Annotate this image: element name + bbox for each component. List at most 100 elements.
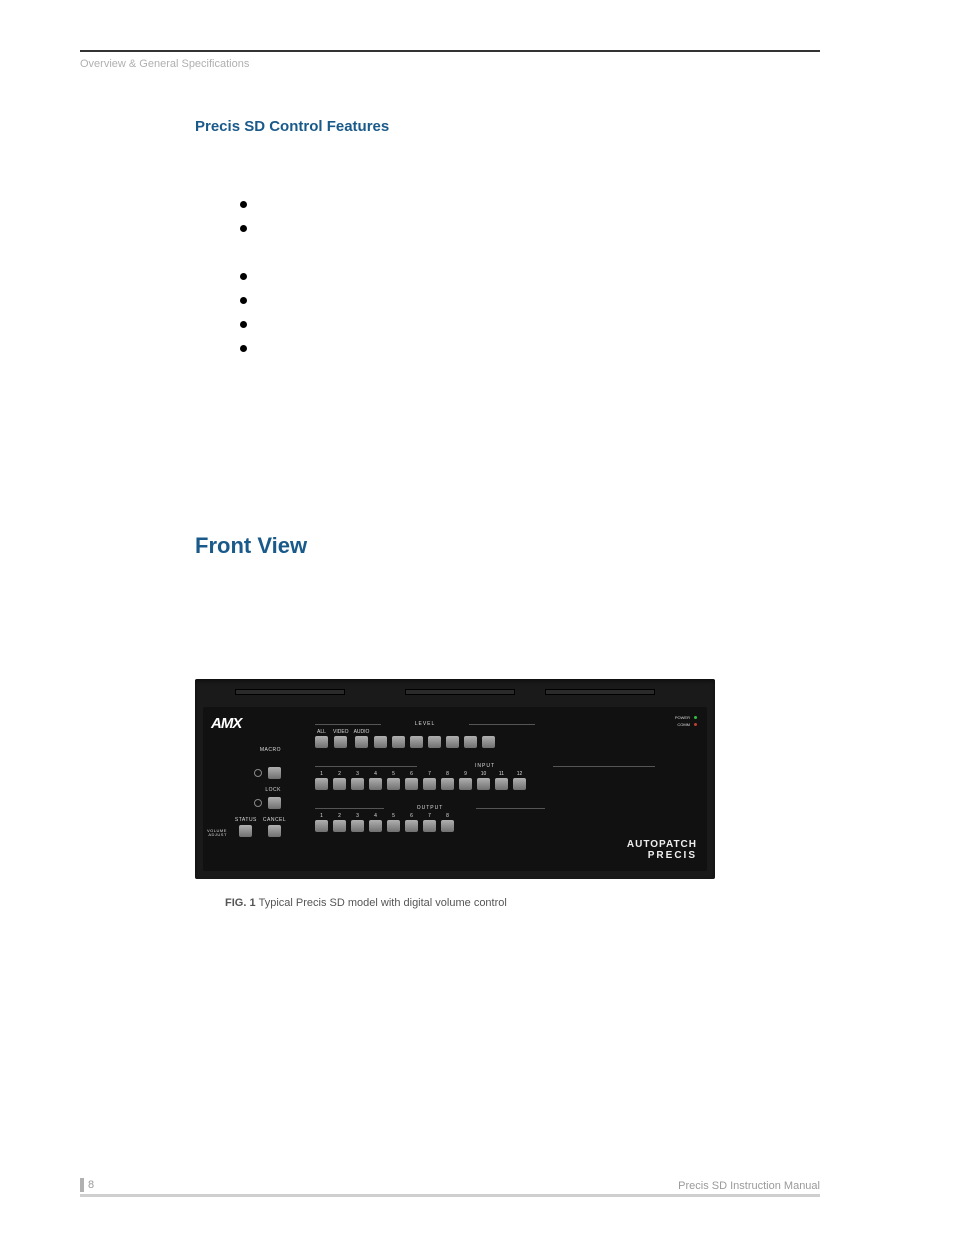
input-cell: 9 <box>459 771 472 790</box>
level-button[interactable] <box>446 736 459 748</box>
output-button[interactable] <box>315 820 328 832</box>
output-button[interactable] <box>405 820 418 832</box>
bullet-item <box>240 291 820 315</box>
output-button[interactable] <box>369 820 382 832</box>
level-cell <box>374 729 387 748</box>
level-cell: VIDEO <box>333 729 349 748</box>
level-button[interactable] <box>410 736 423 748</box>
output-button[interactable] <box>441 820 454 832</box>
level-group: LEVEL ALLVIDEOAUDIO <box>315 721 535 748</box>
cancel-button[interactable] <box>268 825 281 837</box>
level-button[interactable] <box>374 736 387 748</box>
input-button[interactable] <box>477 778 490 790</box>
output-cell: 8 <box>441 813 454 832</box>
input-title: INPUT <box>315 763 655 769</box>
input-button[interactable] <box>369 778 382 790</box>
level-label: ALL <box>317 729 326 735</box>
input-label: 12 <box>517 771 523 777</box>
device-front-view: AMX MACRO LOCK <box>195 679 715 879</box>
input-cell: 11 <box>495 771 508 790</box>
input-button[interactable] <box>441 778 454 790</box>
macro-button[interactable] <box>268 767 281 779</box>
input-label: 1 <box>320 771 323 777</box>
vent-slot <box>545 689 655 695</box>
input-cell: 7 <box>423 771 436 790</box>
main-heading: Front View <box>195 533 820 559</box>
input-button[interactable] <box>513 778 526 790</box>
output-button[interactable] <box>333 820 346 832</box>
volume-adjust-label: VOLUMEADJUST <box>207 829 227 837</box>
level-button[interactable] <box>464 736 477 748</box>
input-button[interactable] <box>495 778 508 790</box>
input-cell: 3 <box>351 771 364 790</box>
level-button[interactable] <box>355 736 368 748</box>
input-label: 7 <box>428 771 431 777</box>
input-label: 9 <box>464 771 467 777</box>
output-button[interactable] <box>387 820 400 832</box>
level-button[interactable] <box>428 736 441 748</box>
bullet-item <box>240 267 820 291</box>
input-cell: 10 <box>477 771 490 790</box>
input-button[interactable] <box>459 778 472 790</box>
input-label: 11 <box>499 771 504 777</box>
level-button[interactable] <box>315 736 328 748</box>
input-button[interactable] <box>423 778 436 790</box>
input-cell: 5 <box>387 771 400 790</box>
input-cell: 2 <box>333 771 346 790</box>
header-breadcrumb: Overview & General Specifications <box>80 58 820 70</box>
output-cell: 5 <box>387 813 400 832</box>
comm-label: COMM <box>677 722 690 727</box>
ring-icon <box>254 799 262 807</box>
output-label: 3 <box>356 813 359 819</box>
input-button[interactable] <box>351 778 364 790</box>
level-button[interactable] <box>392 736 405 748</box>
bullet-item <box>240 315 820 339</box>
input-button[interactable] <box>387 778 400 790</box>
output-button[interactable] <box>351 820 364 832</box>
power-led <box>694 716 697 719</box>
bullet-item <box>240 339 820 363</box>
input-cell: 4 <box>369 771 382 790</box>
ring-icon <box>254 769 262 777</box>
output-label: 7 <box>428 813 431 819</box>
input-label: 10 <box>481 771 487 777</box>
output-label: 5 <box>392 813 395 819</box>
level-cell <box>428 729 441 748</box>
output-label: 8 <box>446 813 449 819</box>
brand-autopatch: AUTOPATCH <box>627 839 697 850</box>
macro-label: MACRO <box>260 747 281 753</box>
level-cell: ALL <box>315 729 328 748</box>
header-rule <box>80 50 820 52</box>
input-label: 2 <box>338 771 341 777</box>
level-cell <box>446 729 459 748</box>
output-button[interactable] <box>423 820 436 832</box>
output-cell: 7 <box>423 813 436 832</box>
lock-label: LOCK <box>265 787 281 793</box>
input-label: 5 <box>392 771 395 777</box>
level-button[interactable] <box>482 736 495 748</box>
power-label: POWER <box>675 715 690 720</box>
brand-precis: PRECIS <box>627 850 697 861</box>
input-cell: 1 <box>315 771 328 790</box>
output-cell: 4 <box>369 813 382 832</box>
level-cell <box>482 729 495 748</box>
vent-slot <box>405 689 515 695</box>
input-label: 3 <box>356 771 359 777</box>
input-label: 4 <box>374 771 377 777</box>
page-marker-bar <box>80 1178 84 1192</box>
level-button[interactable] <box>334 736 347 748</box>
input-label: 6 <box>410 771 413 777</box>
input-cell: 8 <box>441 771 454 790</box>
input-group: INPUT 123456789101112 <box>315 763 655 790</box>
input-button[interactable] <box>333 778 346 790</box>
level-cell <box>410 729 423 748</box>
page-footer: 8 Precis SD Instruction Manual <box>80 1178 820 1197</box>
page-number: 8 <box>88 1179 94 1191</box>
input-button[interactable] <box>405 778 418 790</box>
output-label: 6 <box>410 813 413 819</box>
input-button[interactable] <box>315 778 328 790</box>
comm-led <box>694 723 697 726</box>
device-panel: AMX MACRO LOCK <box>203 707 707 871</box>
status-button[interactable] <box>239 825 252 837</box>
lock-button[interactable] <box>268 797 281 809</box>
